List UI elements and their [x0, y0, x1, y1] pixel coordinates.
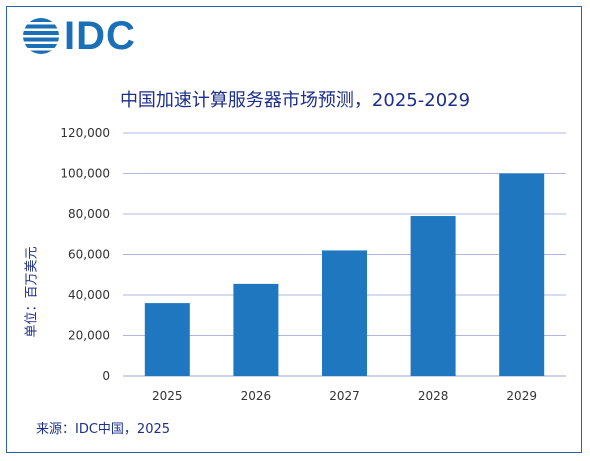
- y-tick-label: 40,000: [68, 288, 110, 302]
- y-tick-label: 80,000: [68, 207, 110, 221]
- y-axis-ticks: 0 20,000 40,000 60,000 80,000 100,000 120,000: [60, 126, 110, 383]
- bar-2025: [144, 303, 190, 376]
- bar-2028: [410, 216, 456, 376]
- x-tick-label: 2028: [418, 389, 449, 403]
- logo-text: IDC: [64, 14, 136, 58]
- bars: [144, 173, 545, 376]
- x-tick-label: 2029: [506, 389, 537, 403]
- y-tick-label: 20,000: [68, 329, 110, 343]
- globe-icon: [23, 18, 59, 54]
- bar-2029: [499, 173, 545, 376]
- x-tick-label: 2026: [241, 389, 272, 403]
- y-tick-label: 120,000: [60, 126, 110, 140]
- x-tick-label: 2025: [152, 389, 183, 403]
- y-tick-label: 100,000: [60, 167, 110, 181]
- x-tick-label: 2027: [329, 389, 360, 403]
- idc-logo: IDC: [22, 16, 136, 56]
- chart-title: 中国加速计算服务器市场预测，2025-2029: [119, 90, 471, 111]
- y-tick-label: 0: [102, 369, 110, 383]
- source-note: 来源：IDC中国，2025: [36, 422, 171, 437]
- y-tick-label: 60,000: [68, 248, 110, 262]
- bar-2026: [233, 283, 279, 376]
- bar-2027: [322, 250, 367, 376]
- chart-frame: [6, 6, 582, 453]
- x-axis-ticks: 2025 2026 2027 2028 2029: [152, 389, 537, 403]
